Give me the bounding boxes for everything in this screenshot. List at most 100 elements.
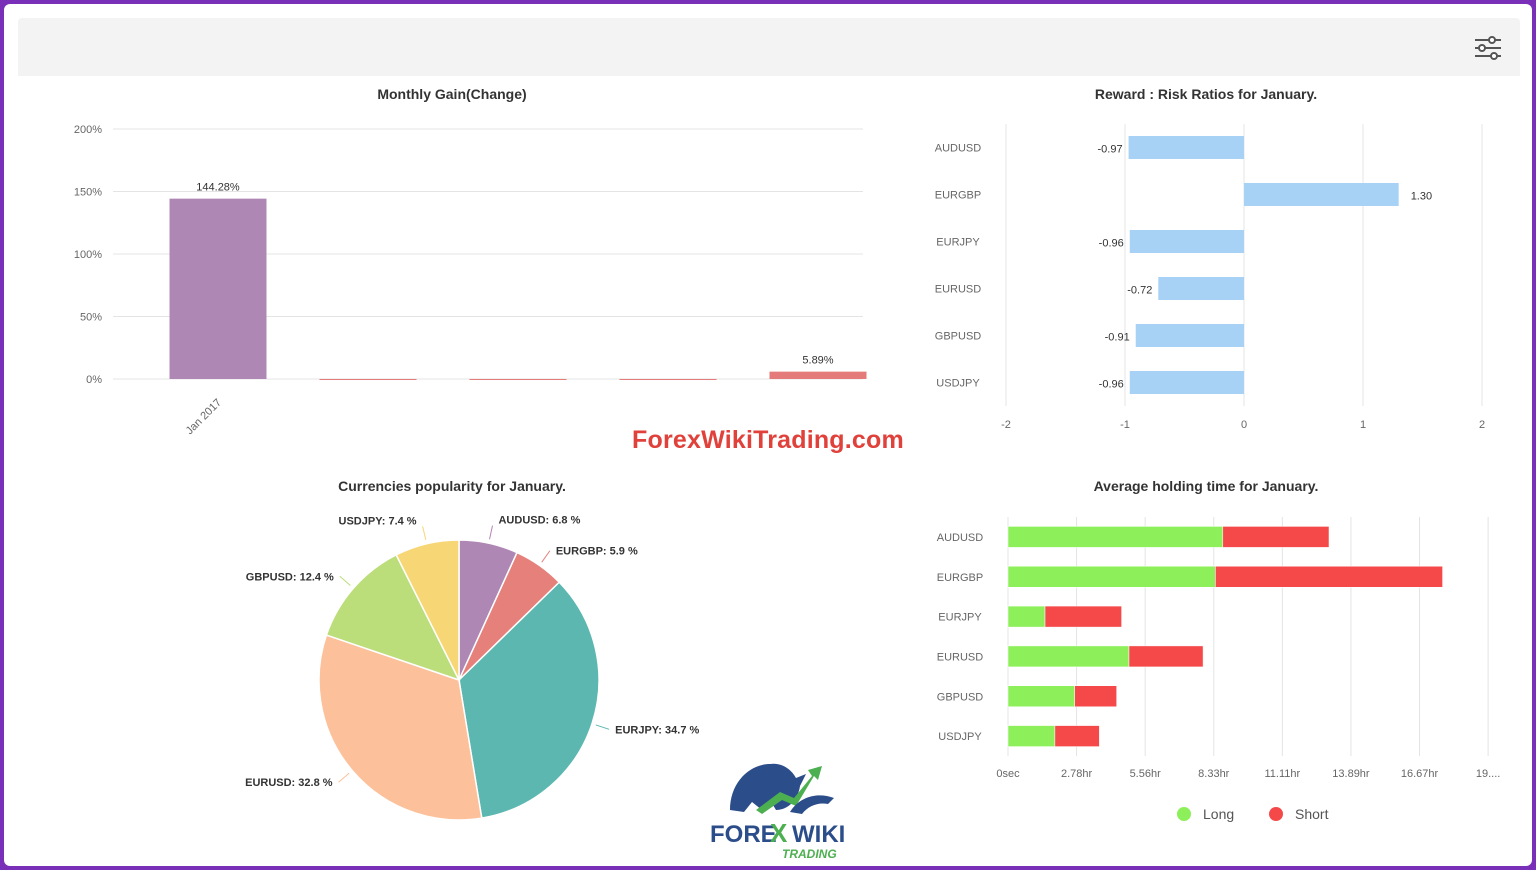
chart-title: Average holding time for January. [1093,478,1319,494]
data-label: -0.96 [1099,238,1124,250]
currency-popularity-chart: AUDUSD: 6.8 % EURGBP: 5.9 % EURJPY: 34.7 %… [245,515,699,821]
legend-marker [1269,807,1283,821]
pie-slice [395,539,460,681]
bar [1044,605,1122,628]
bar [169,198,267,379]
monthly-gain-panel: Monthly Gain(Change) 0% 50% 100% 150% 200% 14… [18,76,886,456]
logo-text-fore: FORE [710,821,777,848]
chart-title: Monthly Gain(Change) [377,86,527,102]
x-tick-label: 16.67hr [1401,768,1439,780]
bar [1007,526,1224,548]
bar [1007,685,1075,707]
bar [1129,371,1244,394]
bar [619,379,717,380]
x-tick-label: 0sec [996,768,1020,780]
toolbar [18,18,1520,76]
y-tick-label: 100% [74,249,102,261]
holding-time-panel: Average holding time for January. 0sec 2.… [896,464,1516,859]
y-tick-label: 50% [80,312,102,324]
y-tick-label: USDJPY [938,731,982,743]
bar [1129,230,1244,253]
bar [1007,605,1046,628]
forex-wiki-logo: FORE X WIKI TRADING [700,752,860,862]
slice-label: EURGBP: 5.9 % [556,546,638,558]
x-tick-label: 11.11hr [1265,768,1301,780]
x-tick-label: 19.... [1476,768,1500,780]
y-tick-label: EURJPY [938,612,982,624]
slice-label: GBPUSD: 12.4 % [246,571,334,583]
reward-risk-chart: -2 -1 0 1 2 AUDUSD -0.97 EURGBP 1.30 EURJPY -0.96 E… [935,124,1485,431]
reward-risk-panel: Reward : Risk Ratios for January. -2 -1 0 1… [896,76,1516,446]
y-tick-label: EURJPY [936,237,980,249]
bar [1158,277,1244,300]
data-label: -0.91 [1105,332,1130,344]
bar [1128,645,1204,668]
x-tick-label: -1 [1120,419,1130,431]
bar [319,379,417,380]
chart-title: Reward : Risk Ratios for January. [1094,86,1318,102]
slice-label: AUDUSD: 6.8 % [498,515,580,527]
x-tick-label: 2 [1479,419,1485,431]
data-label: -0.97 [1097,144,1122,156]
x-tick-label: 13.89hr [1332,768,1370,780]
bar [1135,324,1244,347]
holding-time-chart: 0sec 2.78hr 5.56hr 8.33hr 11.11hr 13.89hr 16.6… [937,517,1500,822]
y-tick-label: EURGBP [935,190,981,202]
y-tick-label: AUDUSD [935,143,982,155]
bar [1074,685,1117,707]
y-tick-label: 200% [74,124,102,136]
bar [1054,725,1100,747]
bar [1215,566,1443,588]
legend-label: Short [1295,806,1329,822]
data-label: 5.89% [802,355,833,367]
data-label: -0.96 [1099,379,1124,391]
leader-line [422,526,427,540]
bar [1222,526,1330,548]
x-tick-label: 8.33hr [1198,768,1230,780]
bar [1007,725,1056,747]
y-tick-label: EURUSD [937,651,984,663]
y-tick-label: AUDUSD [937,532,984,544]
legend-label: Long [1203,806,1234,822]
bar [1007,566,1216,588]
pie-slice [458,581,600,819]
logo-text-wiki: WIKI [792,821,845,848]
slice-label: EURUSD: 32.8 % [245,777,333,789]
bar [1128,136,1244,159]
bar [769,371,867,379]
sliders-icon[interactable] [1472,32,1504,64]
watermark-text: ForexWikiTrading.com [632,426,904,454]
y-tick-label: EURUSD [935,284,982,296]
bar [469,379,567,380]
x-tick-label: 1 [1360,419,1366,431]
data-label: 144.28% [196,182,240,194]
y-tick-label: USDJPY [936,378,980,390]
x-tick-label: 5.56hr [1130,768,1162,780]
bar [1244,183,1399,206]
chart-title: Currencies popularity for January. [338,478,566,494]
y-tick-label: 0% [86,374,102,386]
x-tick-label: 0 [1241,419,1247,431]
logo-text-x: X [770,818,788,848]
leader-line [541,550,551,563]
data-label: 1.30 [1411,191,1432,203]
leader-line [595,724,610,730]
y-tick-label: GBPUSD [937,691,984,703]
logo-text-trading: TRADING [782,847,837,861]
leader-line [339,575,351,586]
slice-label: EURJPY: 34.7 % [615,724,699,736]
x-tick-label: -2 [1001,419,1011,431]
bar [1007,645,1130,668]
x-tick-label: 2.78hr [1061,768,1093,780]
y-tick-label: EURGBP [937,572,983,584]
pie-slice [325,553,461,682]
pie-slice [318,634,483,821]
leader-line [338,772,350,783]
leader-line [489,525,493,540]
slice-label: USDJPY: 7.4 % [339,515,417,527]
y-tick-label: 150% [74,187,102,199]
legend-marker [1177,807,1191,821]
y-tick-label: GBPUSD [935,331,982,343]
dashboard: Monthly Gain(Change) 0% 50% 100% 150% 200% 14… [4,4,1532,866]
